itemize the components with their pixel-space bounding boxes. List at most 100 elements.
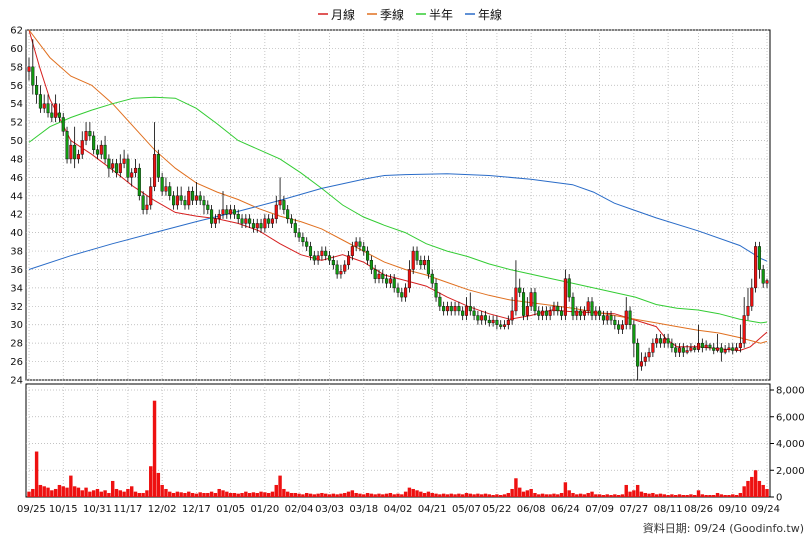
candle-body [510, 310, 514, 321]
candle-body [700, 342, 704, 348]
candle-body [175, 195, 179, 206]
candle-body [84, 131, 88, 141]
volume-bar [213, 492, 218, 497]
candle-body [662, 338, 666, 344]
price-tick-label: 40 [10, 228, 23, 239]
volume-bar [430, 492, 434, 497]
candle-body [381, 273, 385, 279]
candle-body [270, 218, 274, 224]
candle-body [61, 117, 65, 132]
volume-bar [373, 494, 377, 497]
candle-body [453, 306, 457, 312]
volume-bar [247, 492, 252, 497]
volume-bar [677, 494, 682, 497]
candle-body [419, 260, 423, 266]
candle-body [244, 218, 248, 224]
candle-body [617, 324, 621, 330]
candle-body [514, 287, 518, 312]
volume-bar [476, 493, 480, 497]
volume-bar [95, 488, 100, 497]
candle-body [255, 223, 259, 229]
candle-body [240, 218, 244, 224]
price-tick-label: 54 [10, 99, 23, 110]
volume-bar [285, 491, 290, 497]
candle-body [217, 214, 221, 220]
volume-bar [84, 487, 88, 497]
candle-body [331, 260, 335, 266]
candle-body [305, 241, 309, 247]
volume-bar [61, 486, 65, 497]
candle-body [407, 269, 411, 289]
volume-bar [217, 488, 221, 497]
volume-bar [689, 494, 693, 497]
volume-bar [145, 490, 149, 497]
price-tick-label: 56 [10, 81, 23, 92]
candle-body [735, 347, 739, 351]
candle-body [251, 223, 255, 229]
candle-body [738, 342, 742, 348]
candlesticks [27, 39, 769, 380]
x-tick-label: 07/27 [619, 504, 648, 515]
candle-body [179, 195, 183, 201]
candle-body [278, 200, 282, 206]
candle-body [480, 315, 484, 321]
x-tick-label: 06/24 [551, 504, 580, 515]
candle-body [396, 287, 400, 293]
volume-bar [559, 492, 564, 497]
candle-body [206, 204, 210, 210]
candle-body [274, 204, 278, 220]
volume-bar [381, 494, 385, 497]
volume-bar [297, 493, 301, 497]
candle-body [537, 310, 541, 316]
volume-bar [396, 493, 400, 497]
volume-bar [53, 488, 58, 497]
candle-body [723, 349, 727, 353]
candle-body [476, 315, 480, 321]
volume-bar [514, 478, 518, 497]
volume-bar [171, 492, 176, 497]
volume-bar [110, 480, 115, 497]
volume-bar [274, 484, 278, 497]
candle-body [643, 356, 647, 362]
candle-body [369, 260, 373, 270]
candle-body [655, 338, 659, 344]
volume-bar [441, 493, 446, 497]
volume-bar [91, 490, 96, 497]
candle-body [560, 310, 564, 316]
volume-bar [232, 492, 237, 497]
x-tick-label: 04/02 [384, 504, 413, 515]
volume-bar [761, 484, 765, 497]
candle-body [289, 218, 294, 224]
volume-bar [324, 493, 328, 497]
volume-bar [80, 490, 84, 497]
volume-bar [510, 488, 514, 497]
volume-bar [194, 493, 199, 497]
volume-bar [624, 484, 628, 497]
candle-body [327, 255, 332, 261]
volume-bar [362, 494, 366, 497]
candle-body [335, 264, 339, 275]
volume-bar [643, 492, 647, 497]
volume-bar [358, 493, 362, 497]
candle-body [742, 315, 746, 344]
candle-body [677, 347, 682, 353]
volume-bar [693, 494, 697, 497]
candle-body [552, 306, 556, 312]
candle-body [343, 264, 347, 272]
volume-bar [712, 494, 716, 497]
candle-body [118, 163, 122, 173]
volume-bar [681, 494, 686, 497]
candle-body [575, 310, 579, 316]
volume-bar [293, 492, 298, 497]
candle-body [464, 306, 469, 316]
candle-body [267, 218, 271, 224]
candle-body [362, 246, 366, 252]
candle-body [385, 278, 389, 284]
x-tick-label: 12/17 [182, 504, 211, 515]
x-tick-label: 10/15 [49, 504, 78, 515]
volume-bar [544, 494, 549, 497]
price-tick-label: 32 [10, 302, 23, 313]
candle-body [563, 278, 567, 316]
x-tick-label: 12/02 [148, 504, 177, 515]
